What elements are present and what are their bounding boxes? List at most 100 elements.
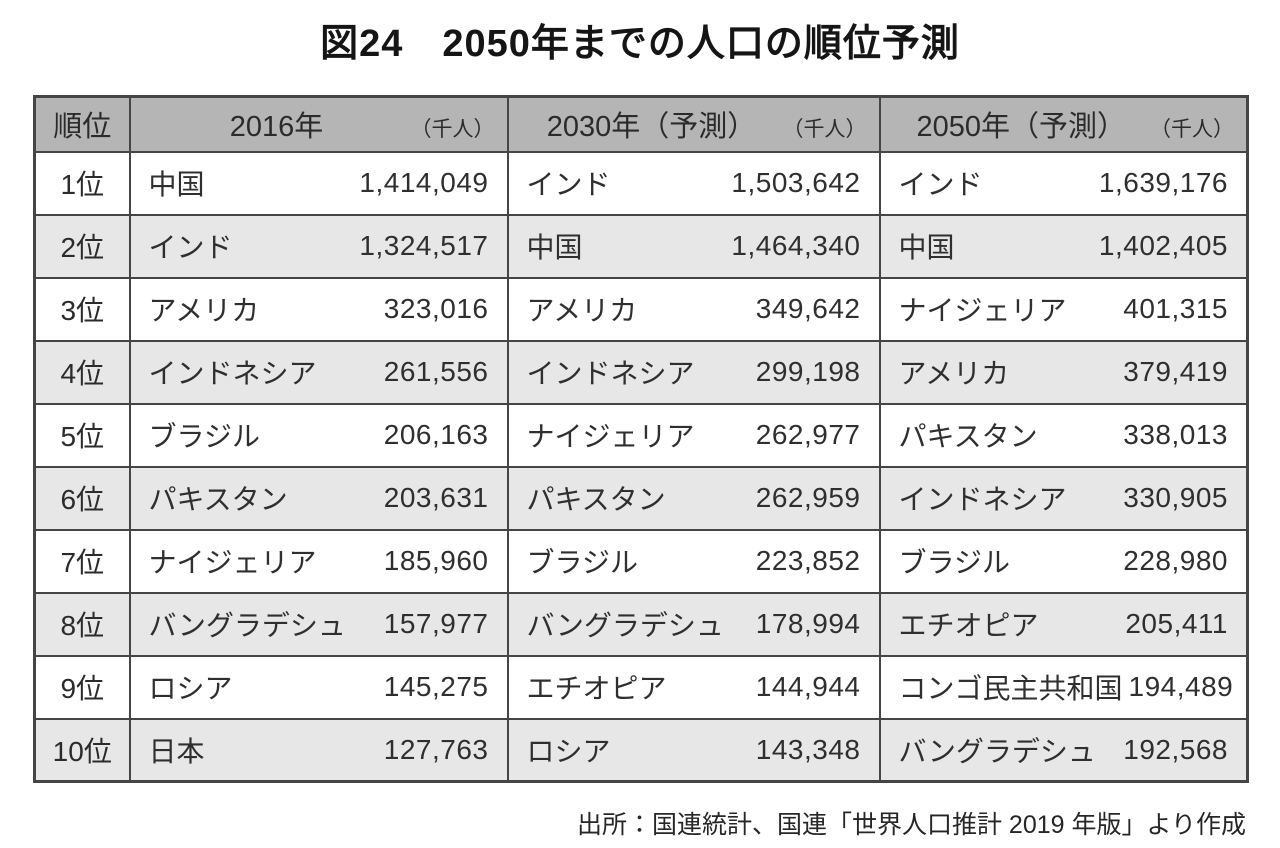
data-cell-2030: アメリカ 349,642 — [506, 276, 881, 342]
data-cell-2016: インド 1,324,517 — [128, 213, 509, 279]
data-cell-2050: バングラデシュ 192,568 — [878, 717, 1249, 783]
data-cell-2050: パキスタン 338,013 — [878, 402, 1249, 468]
country-name: バングラデシュ — [148, 610, 346, 641]
data-cell-2050: エチオピア 205,411 — [878, 591, 1249, 657]
population-value: 194,489 — [1128, 671, 1234, 702]
data-cell-2016: 日本 127,763 — [128, 717, 509, 783]
source-note: 出所：国連統計、国連「世界人口推計 2019 年版」より作成 — [576, 811, 1246, 839]
country-name: ナイジェリア — [526, 421, 695, 452]
data-cell-2016: インドネシア 261,556 — [128, 339, 509, 405]
year-column-header-2050: 2050年（予測） （千人） — [878, 95, 1249, 153]
rank-cell: 6位 — [33, 465, 131, 531]
population-value: 178,994 — [755, 608, 861, 639]
data-cell-2030: インド 1,503,642 — [506, 150, 881, 216]
table-row: 1位 中国 1,414,049 インド 1,503,642 インド 1,639,… — [33, 150, 1249, 216]
unit-label-2030: （千人） — [782, 118, 867, 142]
population-value: 203,631 — [383, 482, 489, 513]
table-row: 8位 バングラデシュ 157,977 バングラデシュ 178,994 エチオピア… — [33, 591, 1249, 657]
rank-cell: 9位 — [33, 654, 131, 720]
country-name: パキスタン — [898, 421, 1038, 452]
population-value: 185,960 — [383, 545, 489, 576]
year-label-2050: 2050年（予測） — [916, 111, 1126, 144]
table-row: 2位 インド 1,324,517 中国 1,464,340 中国 1,402,4… — [33, 213, 1249, 279]
data-cell-2030: パキスタン 262,959 — [506, 465, 881, 531]
country-name: ナイジェリア — [898, 295, 1067, 326]
data-cell-2030: インドネシア 299,198 — [506, 339, 881, 405]
population-value: 1,639,176 — [1098, 167, 1228, 198]
population-value: 262,959 — [755, 482, 861, 513]
data-cell-2016: バングラデシュ 157,977 — [128, 591, 509, 657]
population-value: 228,980 — [1123, 545, 1228, 576]
table-row: 5位 ブラジル 206,163 ナイジェリア 262,977 パキスタン 338… — [33, 402, 1249, 468]
population-value: 1,464,340 — [731, 230, 861, 261]
data-cell-2016: パキスタン 203,631 — [128, 465, 509, 531]
country-name: エチオピア — [898, 610, 1039, 641]
figure-title: 図24 2050年までの人口の順位予測 — [320, 23, 960, 65]
population-value: 261,556 — [383, 356, 489, 387]
population-value: 401,315 — [1123, 293, 1228, 324]
rank-cell: 2位 — [33, 213, 131, 279]
data-cell-2050: インドネシア 330,905 — [878, 465, 1249, 531]
rank-cell: 4位 — [33, 339, 131, 405]
year-column-header-2016: 2016年 （千人） — [128, 95, 509, 153]
unit-label-2050: （千人） — [1150, 118, 1234, 142]
country-name: インドネシア — [526, 358, 695, 389]
rank-cell: 5位 — [33, 402, 131, 468]
population-value: 262,977 — [755, 419, 861, 450]
country-name: ブラジル — [526, 547, 638, 578]
population-value: 299,198 — [755, 356, 861, 387]
population-value: 379,419 — [1123, 356, 1228, 387]
country-name: 日本 — [148, 735, 205, 767]
data-cell-2030: 中国 1,464,340 — [506, 213, 881, 279]
population-value: 143,348 — [755, 733, 861, 765]
data-cell-2050: アメリカ 379,419 — [878, 339, 1249, 405]
year-label-2016: 2016年 — [229, 111, 324, 144]
population-value: 205,411 — [1125, 608, 1228, 639]
country-name: バングラデシュ — [898, 735, 1096, 767]
data-cell-2016: アメリカ 323,016 — [128, 276, 509, 342]
country-name: パキスタン — [526, 484, 666, 515]
data-cell-2050: ナイジェリア 401,315 — [878, 276, 1249, 342]
country-name: ロシア — [526, 735, 611, 767]
country-name: アメリカ — [526, 295, 638, 326]
country-name: コンゴ民主共和国 — [898, 673, 1123, 704]
data-cell-2016: 中国 1,414,049 — [128, 150, 509, 216]
population-value: 206,163 — [383, 419, 489, 450]
rank-cell: 3位 — [33, 276, 131, 342]
country-name: インド — [526, 169, 611, 200]
population-value: 1,402,405 — [1098, 230, 1228, 261]
data-cell-2030: ブラジル 223,852 — [506, 528, 881, 594]
population-value: 192,568 — [1123, 733, 1228, 765]
population-value: 338,013 — [1123, 419, 1228, 450]
data-cell-2050: コンゴ民主共和国 194,489 — [878, 654, 1249, 720]
rank-cell: 1位 — [33, 150, 131, 216]
population-value: 1,324,517 — [359, 230, 489, 261]
population-value: 157,977 — [383, 608, 489, 639]
data-cell-2016: ナイジェリア 185,960 — [128, 528, 509, 594]
data-cell-2030: ロシア 143,348 — [506, 717, 881, 783]
population-value: 1,414,049 — [359, 167, 489, 198]
country-name: アメリカ — [148, 295, 260, 326]
country-name: パキスタン — [148, 484, 288, 515]
country-name: 中国 — [526, 232, 583, 263]
population-rank-table: 順位 2016年 （千人） 2030年（予測） （千人） 2050年（予測） — [33, 95, 1249, 783]
data-cell-2050: ブラジル 228,980 — [878, 528, 1249, 594]
table-row: 6位 パキスタン 203,631 パキスタン 262,959 インドネシア 33… — [33, 465, 1249, 531]
country-name: エチオピア — [526, 673, 667, 704]
table-row: 3位 アメリカ 323,016 アメリカ 349,642 ナイジェリア 401,… — [33, 276, 1249, 342]
header-row: 順位 2016年 （千人） 2030年（予測） （千人） 2050年（予測） — [33, 95, 1249, 153]
country-name: アメリカ — [898, 358, 1010, 389]
rank-cell: 8位 — [33, 591, 131, 657]
table-row: 4位 インドネシア 261,556 インドネシア 299,198 アメリカ 37… — [33, 339, 1249, 405]
table-row: 10位 日本 127,763 ロシア 143,348 バングラデシュ 192,5… — [33, 717, 1249, 783]
population-value: 223,852 — [755, 545, 861, 576]
data-cell-2030: エチオピア 144,944 — [506, 654, 881, 720]
table-row: 9位 ロシア 145,275 エチオピア 144,944 コンゴ民主共和国 19… — [33, 654, 1249, 720]
year-column-header-2030: 2030年（予測） （千人） — [506, 95, 881, 153]
country-name: ブラジル — [148, 421, 260, 452]
country-name: インド — [898, 169, 983, 200]
population-value: 1,503,642 — [731, 167, 861, 198]
unit-label-2016: （千人） — [410, 118, 495, 142]
country-name: ブラジル — [898, 547, 1010, 578]
